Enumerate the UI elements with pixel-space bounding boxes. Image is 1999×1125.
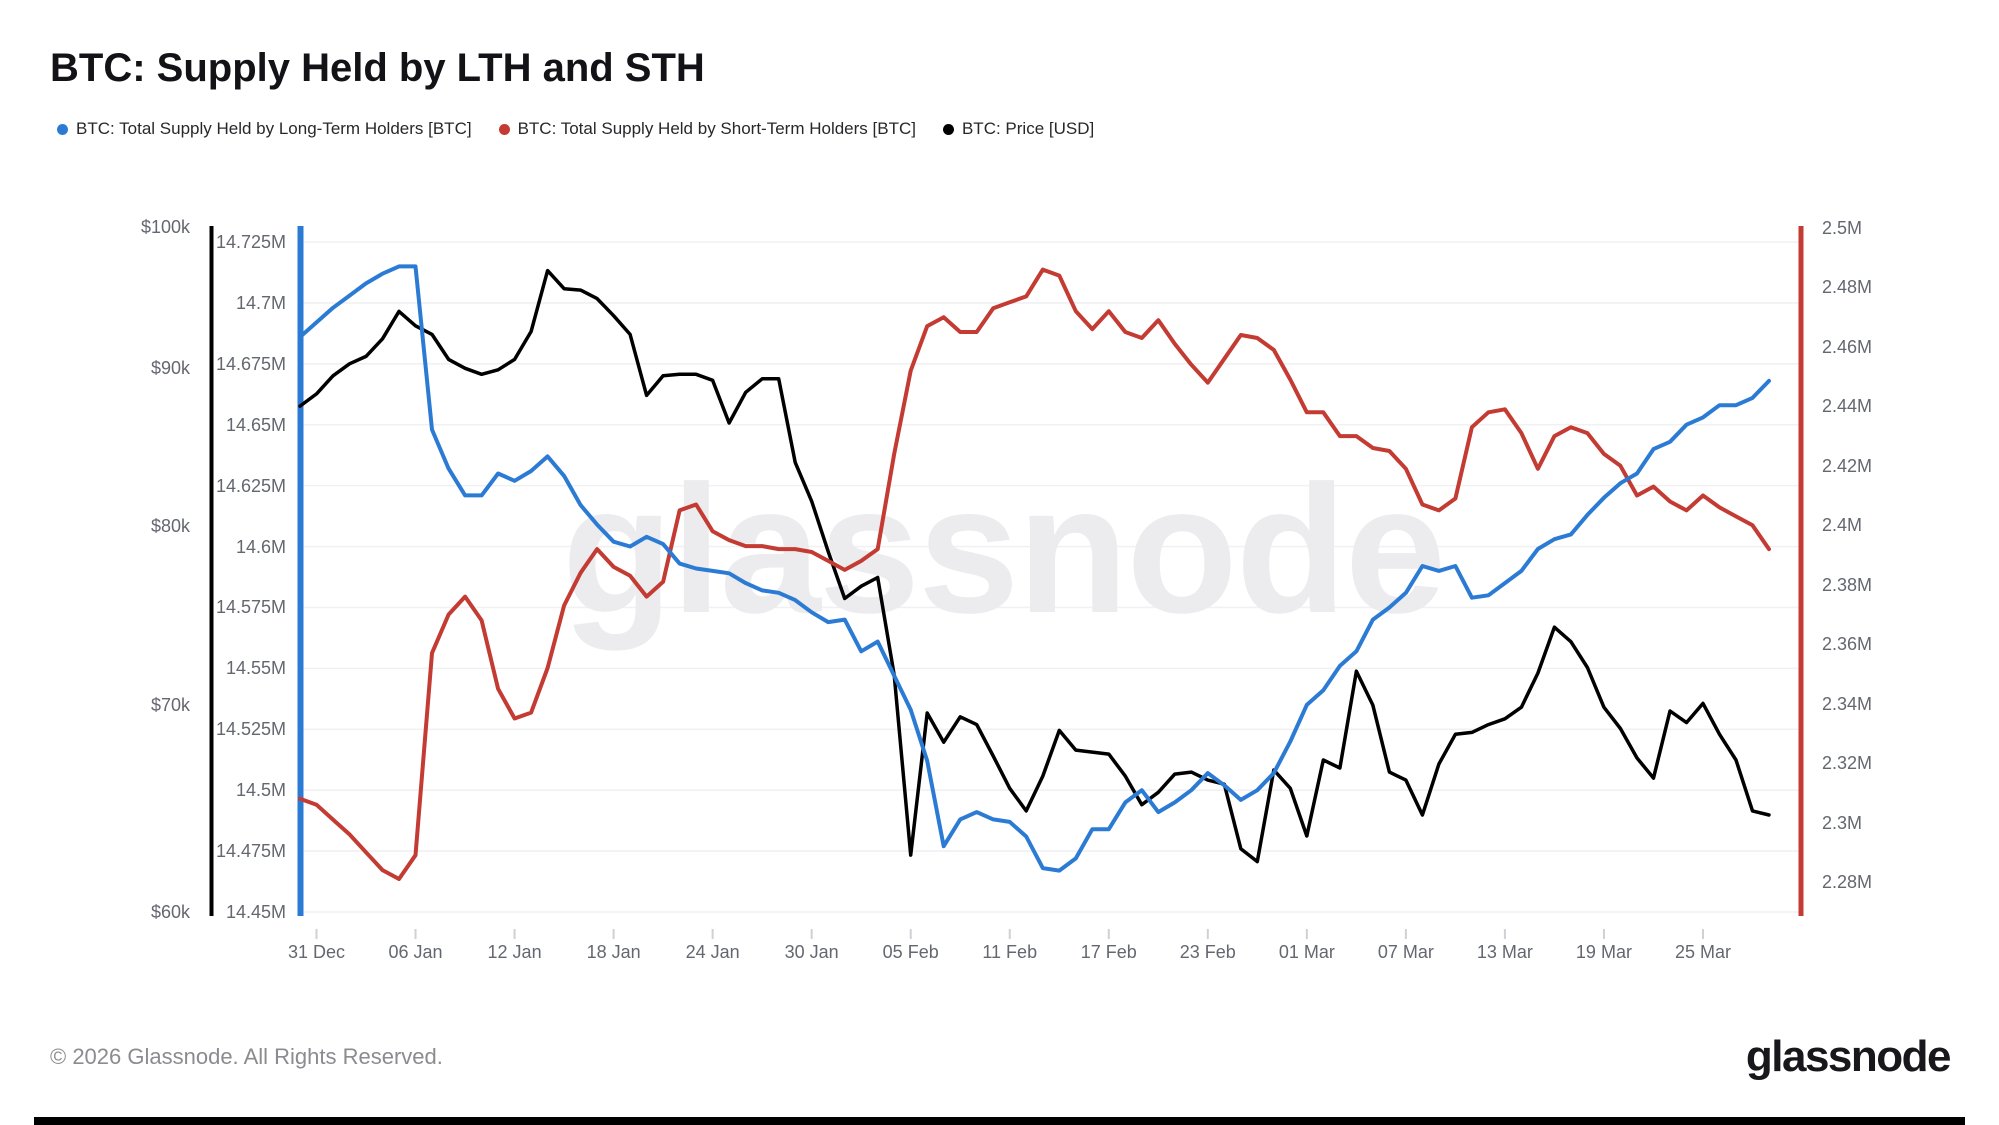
glassnode-logo: glassnode <box>1745 1032 1952 1081</box>
lth-axis-tick: 14.65M <box>225 414 286 435</box>
x-axis-tick: 30 Jan <box>784 942 839 962</box>
price-axis-tick: $70k <box>150 695 190 716</box>
x-axis-tick: 01 Mar <box>1278 942 1335 962</box>
x-axis-tick: 23 Feb <box>1179 942 1236 962</box>
x-axis-tick: 07 Mar <box>1377 942 1434 962</box>
sth-axis-tick: 2.34M <box>1822 693 1873 714</box>
legend-label-lth: BTC: Total Supply Held by Long-Term Hold… <box>76 119 472 138</box>
chart-legend: BTC: Total Supply Held by Long-Term Hold… <box>57 119 1094 139</box>
legend-item-lth-supply[interactable]: BTC: Total Supply Held by Long-Term Hold… <box>57 119 472 139</box>
series-line-price <box>298 268 1771 864</box>
legend-label-sth: BTC: Total Supply Held by Short-Term Hol… <box>517 119 916 138</box>
lth-axis-tick: 14.5M <box>235 780 286 801</box>
sth-axis-tick: 2.38M <box>1822 574 1873 595</box>
legend-label-price: BTC: Price [USD] <box>961 119 1095 138</box>
lth-axis-tick: 14.675M <box>215 353 286 374</box>
price-series-dot-icon <box>942 123 954 135</box>
page-title: BTC: Supply Held by LTH and STH <box>50 46 705 90</box>
sth-axis-tick: 2.44M <box>1822 396 1873 417</box>
lth-series-dot-icon <box>57 123 68 135</box>
x-axis-tick: 19 Mar <box>1575 942 1632 962</box>
price-axis-tick: $60k <box>150 902 190 922</box>
lth-axis-tick: 14.7M <box>235 292 286 313</box>
copyright-text: © 2026 Glassnode. All Rights Reserved. <box>50 1044 443 1069</box>
lth-axis-tick: 14.625M <box>215 475 286 496</box>
lth-axis-tick: 14.725M <box>215 232 286 252</box>
x-axis-tick: 05 Feb <box>882 942 939 962</box>
x-axis-tick: 11 Feb <box>982 942 1038 962</box>
sth-series-dot-icon <box>498 123 510 135</box>
x-axis-tick: 25 Mar <box>1674 942 1731 962</box>
x-axis-tick: 31 Dec <box>287 942 346 962</box>
x-axis-tick: 12 Jan <box>487 942 542 962</box>
sth-axis-tick: 2.28M <box>1822 872 1873 892</box>
legend-item-sth-supply[interactable]: BTC: Total Supply Held by Short-Term Hol… <box>498 119 916 139</box>
lth-axis-tick: 14.525M <box>215 719 286 740</box>
lth-axis-tick: 14.55M <box>225 658 286 679</box>
bottom-divider-bar <box>34 1117 1965 1125</box>
price-axis-tick: $80k <box>150 516 190 537</box>
sth-axis-tick: 2.42M <box>1822 455 1873 476</box>
x-axis-tick: 06 Jan <box>388 942 443 962</box>
lth-axis-tick: 14.45M <box>225 902 286 922</box>
sth-axis-tick: 2.4M <box>1822 515 1863 536</box>
sth-axis-tick: 2.36M <box>1822 634 1873 655</box>
lth-axis-tick: 14.575M <box>215 597 286 618</box>
legend-item-price[interactable]: BTC: Price [USD] <box>942 119 1095 139</box>
price-axis-tick: $90k <box>150 358 190 379</box>
x-axis-tick: 13 Mar <box>1476 942 1533 962</box>
gridlines <box>300 241 1801 913</box>
x-axis-tick: 17 Feb <box>1080 942 1137 962</box>
sth-axis-tick: 2.46M <box>1822 336 1873 357</box>
sth-axis-tick: 2.5M <box>1822 218 1863 238</box>
sth-axis-tick: 2.48M <box>1822 277 1873 298</box>
x-axis-tick: 18 Jan <box>586 942 641 962</box>
lth-axis-tick: 14.475M <box>215 841 286 862</box>
sth-axis-tick: 2.32M <box>1822 753 1873 774</box>
lth-axis-tick: 14.6M <box>235 536 286 557</box>
series-line-lth <box>298 264 1771 873</box>
x-axis-tick: 24 Jan <box>685 942 740 962</box>
sth-axis-tick: 2.3M <box>1822 812 1863 833</box>
glassnode-watermark: glassnode <box>562 447 1444 651</box>
x-axis-ticks <box>315 929 1704 939</box>
price-axis-tick: $100k <box>140 217 190 237</box>
series-line-sth <box>298 267 1771 881</box>
